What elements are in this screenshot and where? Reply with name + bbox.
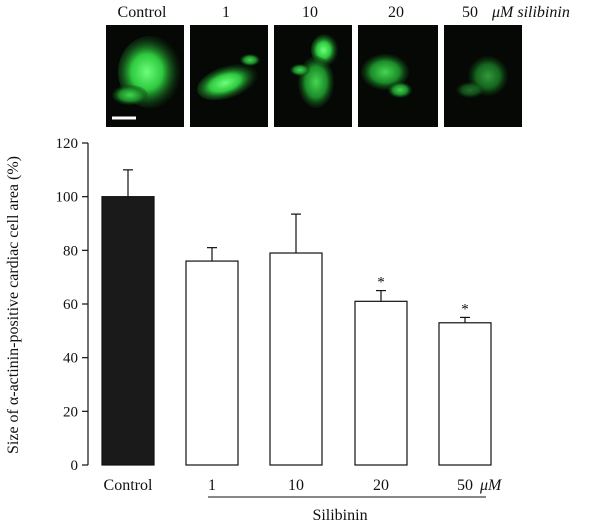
- y-tick-label: 120: [56, 136, 79, 152]
- x-tick-label: 20: [373, 477, 389, 494]
- bar-chart: Size of α-actinin-positive cardiac cell …: [5, 136, 503, 524]
- bar-10: [269, 252, 323, 466]
- micrograph-control: [106, 25, 184, 127]
- y-tick-label: 40: [63, 351, 78, 367]
- x-tick-label: 50: [457, 477, 473, 494]
- image-label-control: Control: [118, 4, 167, 21]
- x-unit-label: μM: [479, 477, 503, 494]
- y-tick-label: 100: [56, 190, 79, 206]
- micrograph-50uM: [444, 25, 522, 127]
- x-tick-label: 10: [288, 477, 304, 494]
- y-ticks: 0 20 40 60 80 100 120: [56, 136, 88, 474]
- image-unit-label: μM silibinin: [491, 4, 570, 21]
- x-tick-label: 1: [208, 477, 216, 494]
- bar-control: [101, 196, 155, 466]
- image-label-20: 20: [388, 4, 404, 21]
- micrograph-row: Control 1 10 20 50 μM silibinin: [106, 4, 570, 127]
- image-label-10: 10: [302, 4, 318, 21]
- image-label-1: 1: [222, 4, 230, 21]
- micrograph-1uM: [190, 25, 268, 127]
- image-label-50: 50: [462, 4, 478, 21]
- significance-marker: *: [461, 301, 469, 317]
- y-tick-label: 20: [63, 404, 78, 420]
- group-label: Silibinin: [312, 507, 367, 524]
- micrograph-20uM: [358, 25, 438, 127]
- x-tick-label: Control: [104, 477, 153, 494]
- bar-50: [438, 322, 492, 466]
- y-tick-label: 0: [71, 458, 79, 474]
- y-tick-label: 60: [63, 297, 78, 313]
- y-tick-label: 80: [63, 243, 78, 259]
- micrograph-10uM: [274, 25, 352, 127]
- bar-1: [185, 260, 239, 466]
- bar-20: [354, 300, 408, 466]
- y-axis-label: Size of α-actinin-positive cardiac cell …: [5, 156, 22, 454]
- bars: **: [101, 169, 492, 466]
- significance-marker: *: [377, 275, 385, 291]
- x-tick-labels: Control 1 10 20 50: [104, 477, 473, 494]
